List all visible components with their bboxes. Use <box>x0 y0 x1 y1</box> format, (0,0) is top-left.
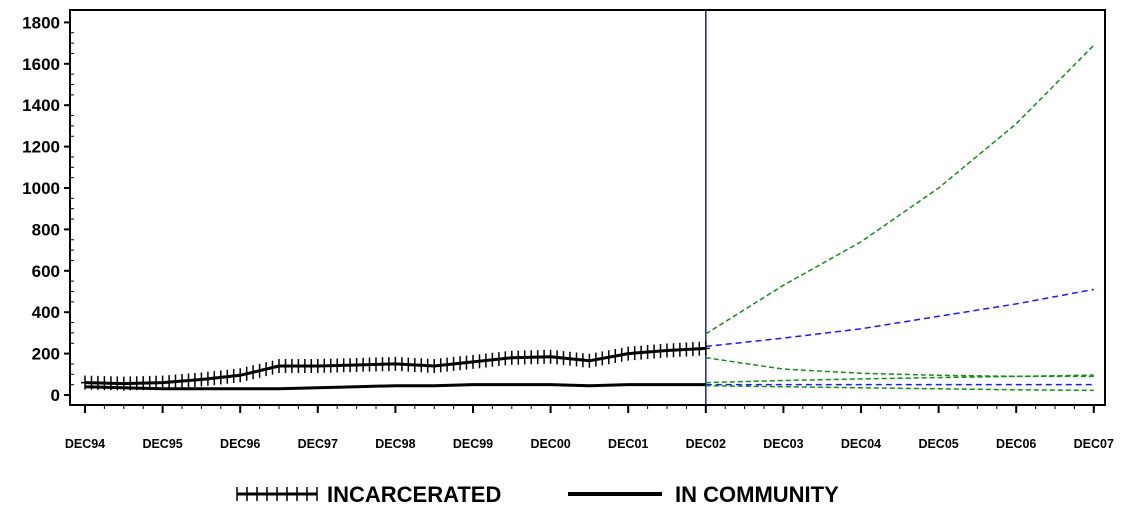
plus-marker <box>604 350 613 365</box>
x-tick-label: DEC06 <box>996 437 1036 451</box>
x-tick-label: DEC04 <box>841 437 881 451</box>
series-line-2 <box>705 44 1095 335</box>
x-tick-label: DEC07 <box>1074 437 1114 451</box>
plus-marker <box>268 360 277 375</box>
x-tick-label: DEC01 <box>608 437 648 451</box>
plus-marker <box>249 365 258 380</box>
series-line-7 <box>705 384 1094 392</box>
series-line-3 <box>705 288 1094 348</box>
y-tick-label: 400 <box>32 303 60 322</box>
x-tick-label: DEC98 <box>375 437 415 451</box>
plus-marker <box>598 351 607 366</box>
series-line-4 <box>705 356 1094 378</box>
plus-marker <box>617 347 626 362</box>
plus-marker <box>611 349 620 363</box>
x-tick-label: DEC05 <box>918 437 958 451</box>
y-tick-label: 1400 <box>22 96 60 115</box>
plus-marker <box>701 341 710 356</box>
plus-marker <box>262 362 271 377</box>
y-tick-label: 1200 <box>22 138 60 157</box>
x-tick-label: DEC03 <box>763 437 803 451</box>
x-tick-label: DEC97 <box>298 437 338 451</box>
y-tick-label: 1800 <box>22 13 60 32</box>
plus-marker <box>591 352 600 367</box>
x-tick-label: DEC95 <box>142 437 182 451</box>
y-tick-label: 1600 <box>22 55 60 74</box>
y-tick-label: 600 <box>32 262 60 281</box>
x-tick-label: DEC99 <box>453 437 493 451</box>
plus-marker <box>255 363 264 378</box>
plus-marker <box>242 366 251 381</box>
legend-label-incarcerated: INCARCERATED <box>327 482 501 507</box>
x-tick-label: DEC94 <box>65 437 105 451</box>
series-line-1 <box>84 383 706 391</box>
plus-marker <box>236 368 245 383</box>
x-tick-label: DEC96 <box>220 437 260 451</box>
legend-label-in-community: IN COMMUNITY <box>675 482 839 507</box>
series-line-5 <box>705 374 1094 384</box>
y-tick-label: 1000 <box>22 179 60 198</box>
plot-frame <box>69 9 1106 406</box>
y-tick-label: 200 <box>32 345 60 364</box>
y-tick-label: 0 <box>51 386 60 405</box>
x-tick-label: DEC02 <box>686 437 726 451</box>
plus-marker <box>585 353 594 368</box>
y-tick-label: 800 <box>32 220 60 239</box>
x-tick-label: DEC00 <box>530 437 570 451</box>
